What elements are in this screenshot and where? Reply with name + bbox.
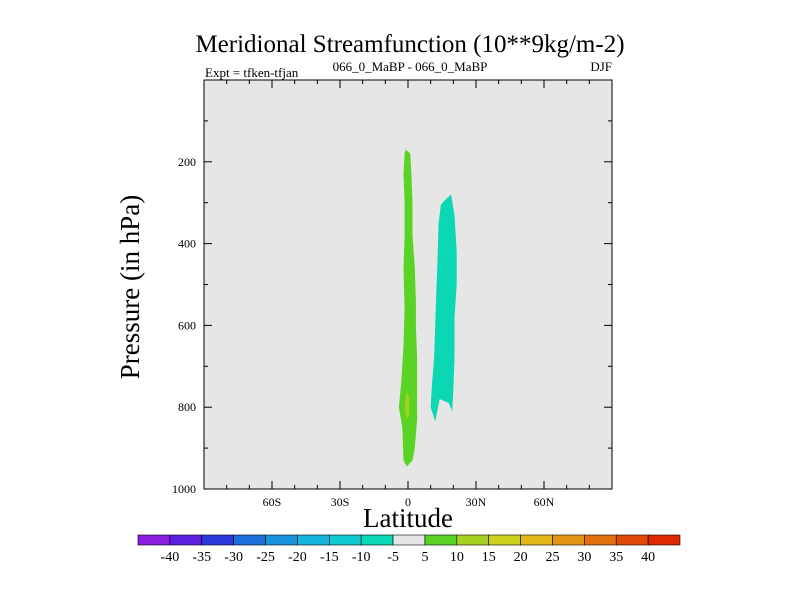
colorbar-box [424, 534, 458, 546]
colorbar-box [137, 534, 171, 546]
colorbar: -40 -35 -30 -25 -20 -15 -10 -5 5 10 15 20 25 30 35 40 [137, 534, 681, 565]
x-tick-label: 0 [405, 495, 411, 509]
contour-region-2 [430, 194, 457, 422]
colorbar-label: 40 [641, 550, 655, 565]
colorbar-box [520, 534, 553, 546]
y-tick-label: 400 [178, 237, 196, 251]
colorbar-box [552, 534, 585, 546]
colorbar-label: -10 [352, 550, 371, 565]
y-tick-label: 200 [178, 155, 196, 169]
colorbar-box [328, 534, 362, 546]
colorbar-box [615, 534, 649, 546]
colorbar-label: 10 [450, 550, 464, 565]
x-tick-label: 60N [534, 495, 555, 509]
y-axis: 200 400 600 800 1000 [172, 120, 612, 496]
colorbar-label: 5 [421, 550, 428, 565]
contour-region-0 [398, 149, 418, 467]
x-axis: 60S 30S 0 30N 60N [226, 80, 590, 509]
chart-title: Meridional Streamfunction (10**9kg/m-2) [195, 31, 624, 58]
colorbar-label: 25 [545, 550, 559, 565]
experiment-label: Expt = tfken-tfjan [205, 65, 299, 80]
colorbar-label: -5 [387, 550, 399, 565]
season-label: DJF [590, 59, 612, 74]
colorbar-label: -40 [161, 550, 180, 565]
colorbar-label: -20 [288, 550, 307, 565]
colorbar-box [392, 534, 426, 546]
colorbar-box [169, 534, 203, 546]
colorbar-box [360, 534, 394, 546]
colorbar-box [297, 534, 330, 546]
colorbar-box [201, 534, 234, 546]
x-tick-label: 30N [466, 495, 487, 509]
colorbar-box [488, 534, 521, 546]
x-tick-label: 60S [263, 495, 282, 509]
colorbar-box [456, 534, 490, 546]
colorbar-label: -15 [320, 550, 339, 565]
colorbar-label: -30 [224, 550, 243, 565]
colorbar-box [647, 534, 681, 546]
colorbar-box [233, 534, 266, 546]
period-label: 066_0_MaBP - 066_0_MaBP [333, 59, 488, 74]
colorbar-label: 30 [577, 550, 591, 565]
contour-region-1 [404, 390, 410, 420]
x-axis-label: Latitude [363, 503, 453, 533]
y-tick-label: 800 [178, 400, 196, 414]
x-tick-label: 30S [331, 495, 350, 509]
colorbar-box [584, 534, 617, 546]
y-axis-label: Pressure (in hPa) [115, 195, 145, 379]
colorbar-box [265, 534, 298, 546]
y-tick-label: 600 [178, 318, 196, 332]
y-tick-label: 1000 [172, 482, 196, 496]
colorbar-label: -35 [192, 550, 211, 565]
colorbar-label: 15 [482, 550, 496, 565]
colorbar-label: 35 [609, 550, 623, 565]
colorbar-label: 20 [514, 550, 528, 565]
contour-regions [398, 149, 457, 467]
colorbar-label: -25 [256, 550, 275, 565]
